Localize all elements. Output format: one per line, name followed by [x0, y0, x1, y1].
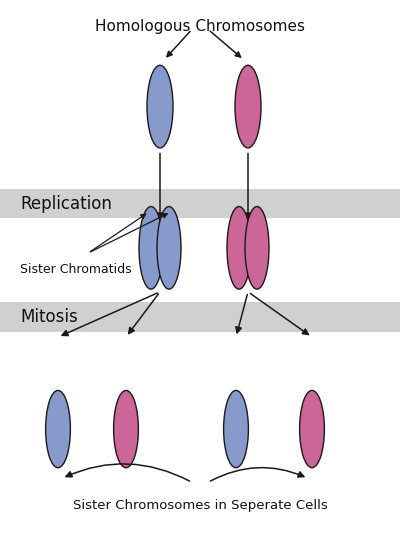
Text: Sister Chromatids: Sister Chromatids [20, 263, 132, 276]
Ellipse shape [227, 206, 251, 289]
Text: Sister Chromosomes in Seperate Cells: Sister Chromosomes in Seperate Cells [73, 499, 327, 512]
Ellipse shape [139, 206, 163, 289]
Ellipse shape [46, 390, 70, 468]
Ellipse shape [147, 65, 173, 148]
Ellipse shape [224, 390, 248, 468]
Ellipse shape [114, 390, 138, 468]
Ellipse shape [235, 65, 261, 148]
Text: Replication: Replication [20, 195, 112, 213]
Ellipse shape [245, 206, 269, 289]
Ellipse shape [157, 206, 181, 289]
Bar [0, 303, 400, 332]
Text: Mitosis: Mitosis [20, 308, 78, 326]
Ellipse shape [300, 390, 324, 468]
Bar [0, 189, 400, 219]
Text: Homologous Chromosomes: Homologous Chromosomes [95, 19, 305, 34]
